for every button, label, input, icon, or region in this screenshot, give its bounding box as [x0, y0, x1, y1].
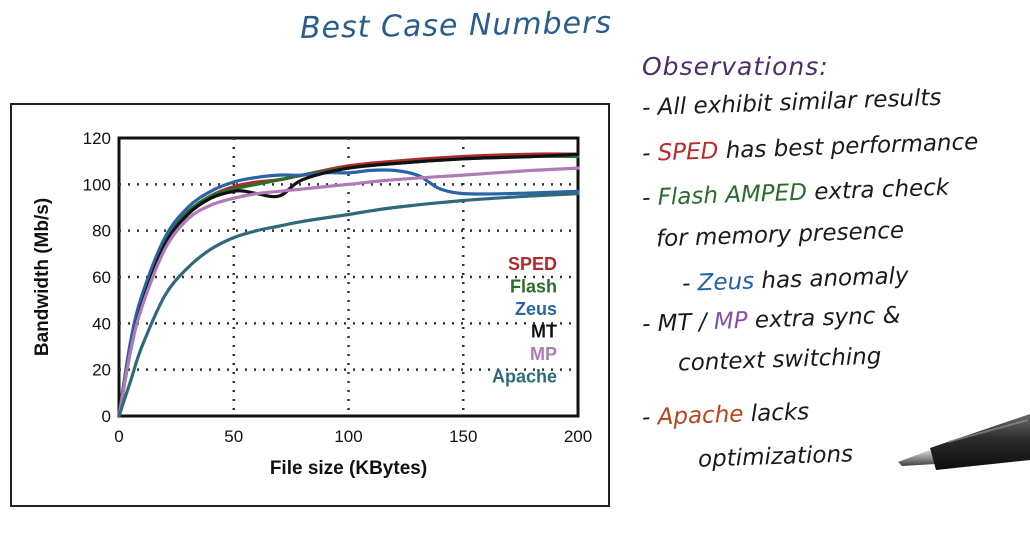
y-axis-label: Bandwidth (Mb/s): [32, 198, 53, 356]
observation-text: -: [681, 270, 699, 297]
y-tick-label: 120: [83, 129, 111, 148]
series-line-apache: [117, 192, 580, 418]
page-title: Best Case Numbers: [299, 5, 613, 46]
series-line-zeus: [117, 168, 580, 418]
observation-line: - SPED has best performance: [642, 129, 979, 167]
observation-text: Zeus: [697, 268, 755, 297]
x-tick-label: 100: [334, 427, 362, 446]
observation-line: context switching: [678, 343, 882, 376]
legend-label-zeus: Zeus: [515, 299, 557, 319]
y-tick-label: 40: [92, 314, 111, 333]
observation-line: - Flash AMPED extra check: [642, 175, 950, 212]
y-tick-label: 80: [92, 222, 111, 241]
observation-text: - MT /: [641, 309, 715, 338]
observation-text: MP: [713, 307, 749, 335]
observation-line: - Zeus has anomaly: [682, 263, 909, 297]
bandwidth-chart: 0 50 100 150 200 0 20 40 60 80 100 120 File size (KB…: [32, 129, 592, 479]
series-line-mp: [117, 166, 580, 418]
observation-line: - MT / MP extra sync &: [642, 302, 901, 337]
observation-line: - All exhibit similar results: [642, 85, 942, 121]
observations-panel: Observations: - All exhibit similar resul…: [642, 52, 1027, 522]
observation-text: optimizations: [697, 441, 854, 473]
observation-text: -: [641, 140, 659, 167]
observation-text: has anomaly: [753, 263, 910, 295]
observation-text: extra check: [806, 174, 950, 206]
legend-label-flash: Flash: [510, 277, 557, 297]
chart-frame: 0 50 100 150 200 0 20 40 60 80 100 120 File size (KB…: [10, 103, 610, 507]
observation-line: optimizations: [698, 441, 854, 472]
observation-text: for memory presence: [655, 217, 905, 253]
observation-text: extra sync &: [747, 302, 901, 334]
observation-text: context switching: [677, 343, 882, 377]
observation-text: -: [641, 184, 659, 212]
observation-line: for memory presence: [656, 218, 905, 253]
observation-text: lacks: [742, 399, 810, 428]
pen-icon: [890, 412, 1030, 492]
legend-label-apache: Apache: [492, 367, 557, 387]
observation-text: Flash AMPED: [657, 179, 808, 211]
x-tick-label: 0: [114, 427, 123, 446]
observation-line: - Apache lacks: [642, 399, 810, 431]
x-tick-label: 200: [564, 427, 592, 446]
observation-text: has best performance: [717, 129, 979, 165]
y-tick-label: 60: [92, 268, 111, 287]
y-tick-label: 100: [83, 175, 111, 194]
x-tick-label: 150: [449, 427, 477, 446]
x-axis-label: File size (KBytes): [270, 458, 427, 479]
y-tick-label: 20: [92, 361, 111, 380]
legend-label-mp: MP: [530, 344, 557, 364]
legend-label-mt: MT: [531, 322, 557, 342]
observation-text: -: [641, 404, 659, 431]
x-tick-label: 50: [224, 427, 243, 446]
observation-text: - All exhibit similar results: [641, 84, 942, 122]
observation-text: Apache: [657, 401, 744, 431]
observations-heading: Observations:: [642, 52, 829, 81]
legend-label-sped: SPED: [508, 254, 557, 274]
observation-text: SPED: [657, 138, 719, 167]
y-tick-label: 0: [102, 407, 111, 426]
